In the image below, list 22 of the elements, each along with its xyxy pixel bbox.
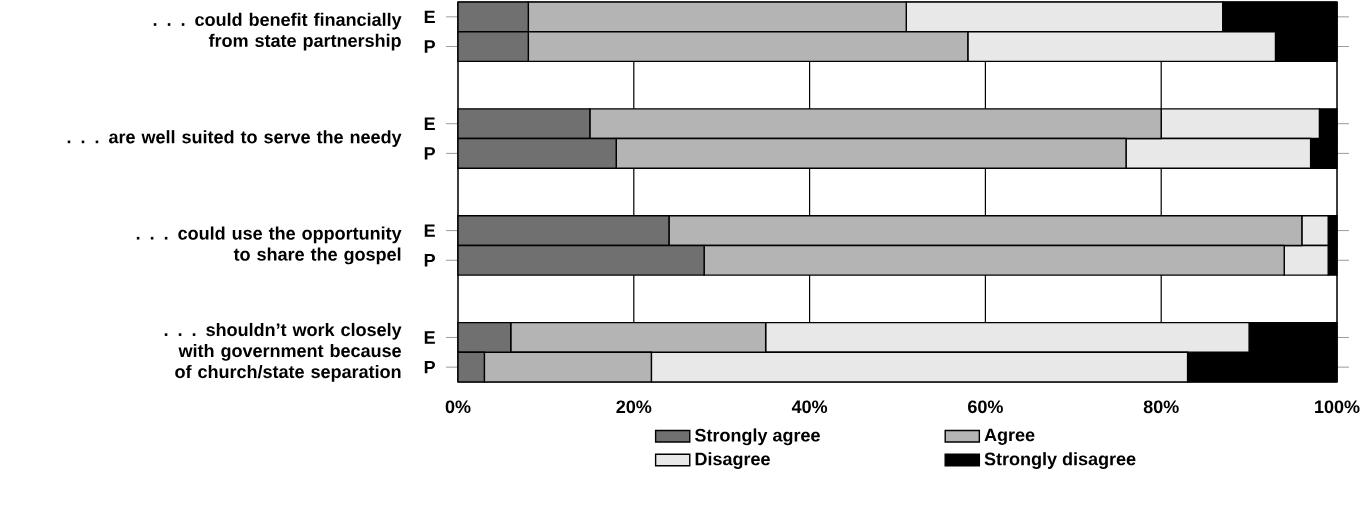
y-tick-label: P — [424, 254, 435, 267]
legend-label: Agree — [984, 428, 1035, 445]
x-tick-label: 80% — [1143, 400, 1179, 414]
y-tick-label: E — [424, 224, 435, 237]
x-tick-label: 60% — [968, 400, 1003, 414]
y-tick-label: E — [424, 117, 435, 130]
legend-label: Strongly agree — [694, 428, 820, 446]
y-tick-label: E — [424, 10, 435, 24]
legend-label: Disagree — [695, 452, 770, 470]
legend-label: Strongly disagree — [984, 452, 1136, 470]
y-tick-label: P — [424, 40, 435, 53]
text: . . . are well suited to serve the needy — [67, 130, 402, 147]
x-tick-label: 100% — [1315, 400, 1360, 414]
text: . . . could benefit financially from state partnership — [153, 12, 402, 51]
y-tick-label: P — [424, 360, 435, 374]
x-tick-label: 0% — [445, 400, 471, 414]
y-tick-label: E — [424, 331, 435, 344]
y-tick-label: P — [424, 147, 435, 160]
x-tick-label: 40% — [791, 400, 828, 414]
x-tick-label: 20% — [616, 400, 652, 414]
text: . . . could use the opportunity to share the gospel — [136, 226, 402, 265]
text: . . . shouldn’t work closely with government because of church/state separation — [164, 322, 402, 382]
